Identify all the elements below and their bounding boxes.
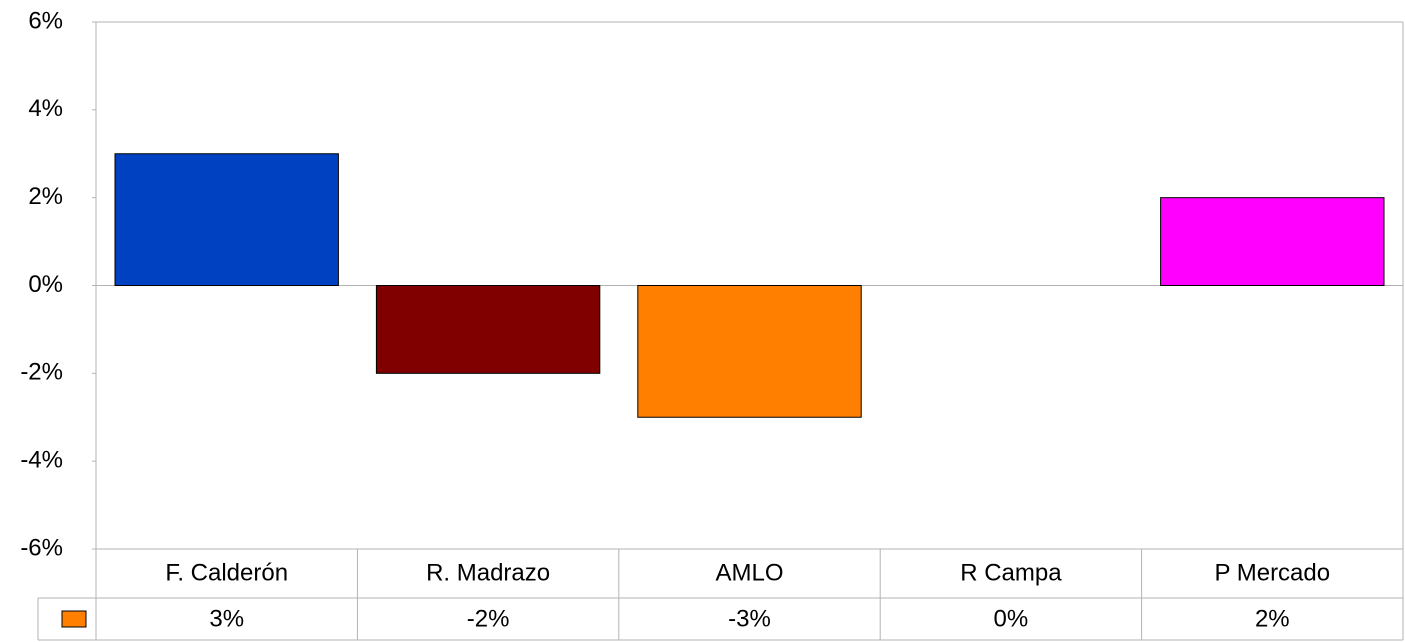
x-tick-label: AMLO <box>715 559 783 586</box>
data-label: -3% <box>728 605 771 632</box>
x-tick-label: R. Madrazo <box>426 559 550 586</box>
y-tick-label: -2% <box>20 359 63 386</box>
y-tick-label: 0% <box>28 271 63 298</box>
bar <box>637 285 862 418</box>
data-label: 0% <box>994 605 1029 632</box>
bar <box>114 153 339 286</box>
data-label: 3% <box>209 605 244 632</box>
data-label: -2% <box>467 605 510 632</box>
x-tick-label: F. Calderón <box>165 559 288 586</box>
x-tick-label: P Mercado <box>1214 559 1330 586</box>
y-tick-label: 6% <box>28 7 63 34</box>
y-tick-label: -4% <box>20 447 63 474</box>
y-tick-label: 2% <box>28 183 63 210</box>
legend-key <box>61 610 87 628</box>
data-label: 2% <box>1255 605 1290 632</box>
y-tick-label: 4% <box>28 95 63 122</box>
bar <box>1160 197 1385 287</box>
bar <box>375 285 601 374</box>
x-tick-label: R Campa <box>960 559 1062 586</box>
y-tick-label: -6% <box>20 534 63 561</box>
